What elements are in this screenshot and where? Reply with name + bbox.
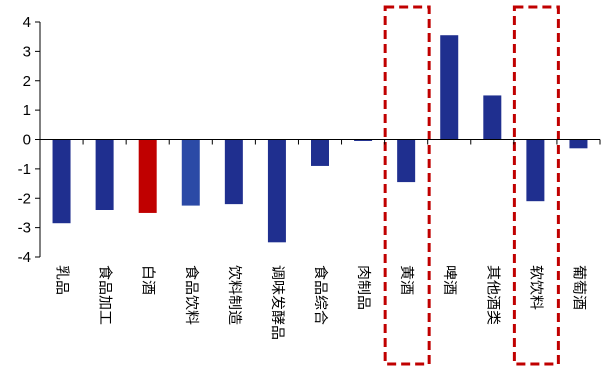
- category-label: 食品综合: [312, 265, 329, 325]
- bar-13: [569, 139, 588, 149]
- category-label: 食品饮料: [183, 265, 200, 325]
- category-label: 其他酒类: [484, 265, 500, 325]
- bar-5: [224, 139, 243, 205]
- highlight-box: [512, 5, 560, 366]
- bar-7: [311, 139, 329, 166]
- bar-8: [354, 139, 373, 141]
- highlight-box: [383, 5, 431, 366]
- bar-9: [397, 139, 416, 183]
- category-label: 黄酒: [398, 265, 415, 295]
- bar-6: [267, 139, 286, 243]
- category-label: 调味发酵品: [269, 265, 285, 340]
- x-axis: [39, 139, 601, 145]
- category-label: 食品加工: [97, 265, 114, 325]
- category-label: 乳品: [54, 265, 70, 295]
- y-tick-label: 1: [23, 102, 31, 119]
- y-tick-label: -3: [18, 220, 31, 237]
- y-tick-label: -1: [18, 161, 31, 178]
- highlight-boxes: [383, 5, 560, 366]
- y-tick-label: -2: [18, 190, 31, 207]
- bar-12: [526, 139, 545, 202]
- bar-1: [52, 139, 71, 224]
- category-label: 葡萄酒: [570, 265, 586, 310]
- bar-4: [181, 139, 200, 206]
- category-labels: 乳品 食品加工 白酒 食品饮料 饮料制造 调味发酵品 食品综合 肉制品 黄酒 啤酒 其他酒类 软饮料 葡…: [54, 265, 587, 340]
- bar-11: [483, 95, 502, 140]
- bar-3: [138, 139, 157, 213]
- bar-2: [95, 139, 114, 210]
- category-label: 肉制品: [355, 265, 371, 310]
- y-axis: -4 -3 -2 -1 0 1 2 3 4: [18, 14, 41, 266]
- category-label: 啤酒: [441, 265, 457, 295]
- y-tick-label: 0: [23, 132, 31, 149]
- category-label: 白酒: [140, 265, 156, 295]
- bar-10: [440, 35, 459, 140]
- y-tick-label: 3: [23, 43, 31, 60]
- bars: [52, 35, 588, 243]
- category-label: 饮料制造: [226, 265, 242, 325]
- y-tick-label: 2: [23, 73, 31, 90]
- category-label: 软饮料: [527, 265, 543, 310]
- y-tick-label: 4: [23, 14, 31, 31]
- y-tick-label: -4: [18, 249, 31, 266]
